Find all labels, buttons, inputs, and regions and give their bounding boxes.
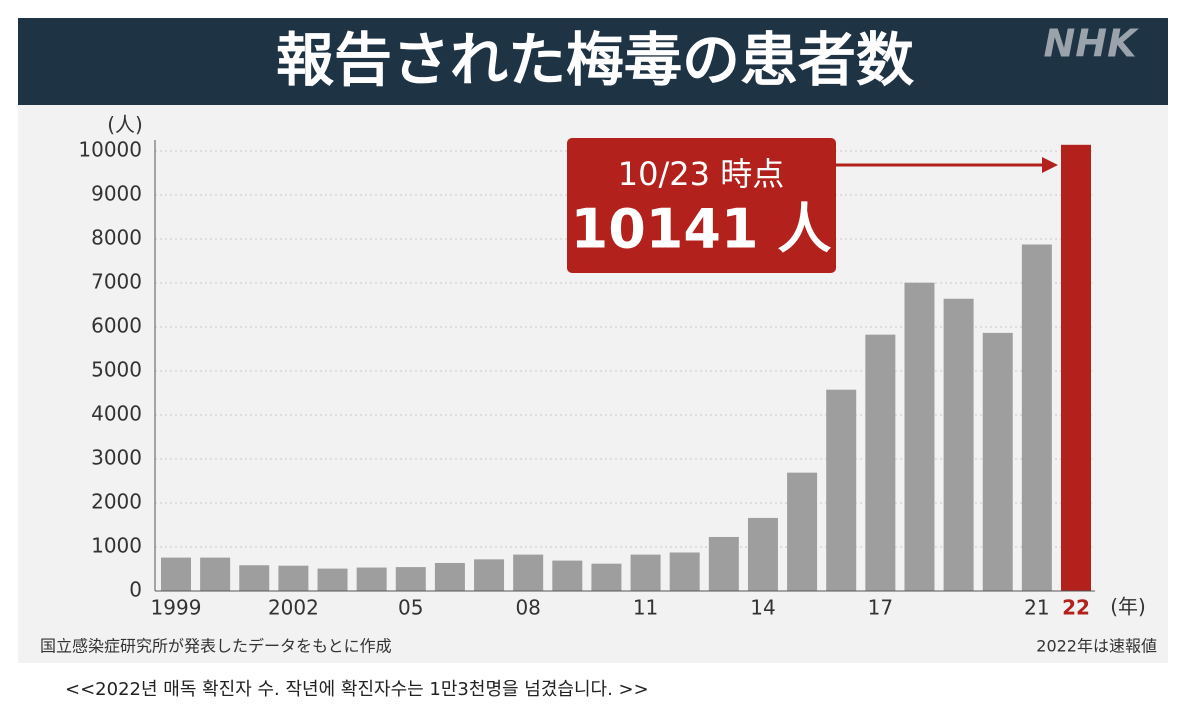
bar xyxy=(200,557,231,591)
y-tick-label: 9000 xyxy=(91,182,142,206)
bar xyxy=(630,554,661,591)
chart-title: 報告された梅毒の患者数 xyxy=(276,26,914,94)
bar xyxy=(708,536,739,591)
annotation-text: 10/23 時点 xyxy=(618,155,784,193)
bar xyxy=(904,282,935,591)
bar xyxy=(1021,244,1052,591)
y-tick-label: 6000 xyxy=(91,314,142,338)
y-tick-label: 4000 xyxy=(91,402,142,426)
annotation-box xyxy=(567,138,836,273)
x-tick-label: 05 xyxy=(398,596,423,620)
bar xyxy=(317,568,348,591)
x-axis-label: (年) xyxy=(1110,595,1146,619)
bar xyxy=(865,334,896,591)
y-tick-label: 8000 xyxy=(91,226,142,250)
y-tick-label: 10000 xyxy=(78,138,142,162)
value-label: 10141 人 xyxy=(571,198,832,261)
bar xyxy=(826,389,857,591)
x-tick-label: 22 xyxy=(1062,596,1090,620)
y-tick-label: 7000 xyxy=(91,270,142,294)
x-tick-label: 11 xyxy=(633,596,658,620)
bar xyxy=(161,557,191,591)
x-tick-label: 2002 xyxy=(268,596,319,620)
y-tick-label: 2000 xyxy=(91,490,142,514)
caption: <<2022년 매독 확진자 수. 작년에 확진자수는 1만3천명을 넘겼습니다… xyxy=(65,679,649,700)
x-tick-label: 14 xyxy=(750,596,775,620)
x-tick-label: 21 xyxy=(1024,596,1049,620)
y-tick-label: 1000 xyxy=(91,534,142,558)
header-bar xyxy=(18,18,1168,105)
bar xyxy=(943,298,974,591)
logo: NHK xyxy=(1043,22,1139,66)
y-tick-label: 5000 xyxy=(91,358,142,382)
bar xyxy=(239,565,270,591)
y-axis-label: (人) xyxy=(107,113,143,137)
bar xyxy=(513,554,544,591)
x-tick-label: 1999 xyxy=(151,596,202,620)
bar xyxy=(395,567,426,591)
bar xyxy=(1061,144,1091,591)
x-tick-label: 08 xyxy=(515,596,540,620)
y-tick-label: 0 xyxy=(129,578,142,602)
bar xyxy=(474,559,505,591)
bar xyxy=(278,565,309,591)
x-tick-label: 17 xyxy=(868,596,893,620)
bar xyxy=(982,332,1013,591)
y-tick-label: 3000 xyxy=(91,446,142,470)
arrow-head xyxy=(1042,157,1058,173)
source-note: 国立感染症研究所が発表したデータをもとに作成 xyxy=(40,637,392,656)
plot: 0 1000 2000 3000 4000 5000 6000 7000 8000 9000 100… xyxy=(78,138,1095,620)
bar xyxy=(669,552,700,591)
bar xyxy=(434,562,465,591)
bar xyxy=(552,560,583,591)
bar xyxy=(356,567,387,591)
bar xyxy=(787,472,818,591)
bar xyxy=(747,517,778,591)
bar xyxy=(591,563,622,591)
preliminary-note: 2022年は速報値 xyxy=(1036,637,1157,656)
